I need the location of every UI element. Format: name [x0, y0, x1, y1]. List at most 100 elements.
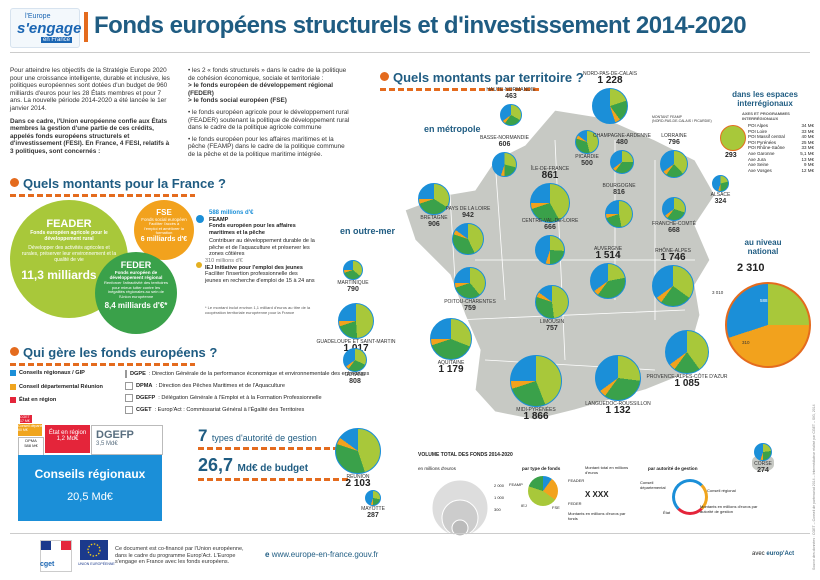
iej-block: 310 millions d'€ IEJ Initiative pour l'e… [205, 258, 315, 284]
tile-cd-reunion: Conseil départemental Réunion 60 M€ [18, 424, 42, 436]
legend-etat: État en région [10, 397, 120, 404]
region-value: 861 [541, 169, 559, 181]
region-name: BRETAGNE [420, 215, 448, 221]
intro-fse: > le fonds social européen (FSE) [188, 97, 287, 105]
legend-auth-cd: Conseil départemental [640, 480, 666, 490]
region-label: FRANCHE-COMTÉ 668 [652, 221, 696, 233]
feder-amount: 8,4 milliards d'€* [104, 301, 168, 311]
tile-conseils-amount: 20,5 Md€ [67, 491, 113, 503]
tile-conseils-label: Conseils régionaux [34, 467, 146, 481]
region-value: 1 866 [523, 410, 549, 422]
region-name: LORRAINE [661, 133, 687, 139]
legend-auth-etat: État [663, 510, 671, 515]
region-pie [365, 490, 381, 506]
intro-paragraph-1: Pour atteindre les objectifs de la Strat… [10, 67, 170, 112]
region-label: GUYANE 808 [345, 372, 366, 384]
region-name: PROVENCE-ALPES-CÔTE D'AZUR [646, 374, 728, 380]
region-name: ÎLE-DE-FRANCE [530, 166, 570, 172]
outremer-label: en outre-mer [340, 226, 396, 236]
feader-amount: 11,3 milliards d'€ [21, 268, 117, 282]
region-label: CORSE 274 [754, 461, 772, 473]
legend-type-iej: IEJ [521, 503, 527, 508]
region-label: AQUITAINE 1 179 [438, 360, 465, 373]
region-name: PICARDIE [575, 154, 599, 160]
feader-circle: FEADER Fonds européen agricole pour le d… [10, 200, 128, 318]
region-name: RÉUNION [346, 474, 370, 480]
intro-feader: • le fonds européen agricole pour le dév… [188, 108, 350, 132]
iej-dot [196, 262, 202, 268]
feamp-marker-label: MONTANT FEAMP [652, 115, 683, 119]
footer-url[interactable]: www.europe-en-france.gouv.fr [271, 550, 379, 559]
intro-feder: > le fonds européen de développement rég… [188, 82, 334, 97]
region-name: CORSE [754, 461, 772, 467]
region-value: 906 [428, 220, 440, 228]
region-pie [652, 265, 694, 307]
cget-logo: cget [40, 561, 55, 568]
tile-dpma: DPMA 588 M€ [18, 437, 44, 456]
region-value: 796 [668, 138, 680, 146]
tile-cget: CGET 17 M€ [20, 415, 32, 423]
budget-underline [198, 478, 348, 481]
footer-url-block[interactable]: e www.europe-en-france.gouv.fr [265, 550, 378, 559]
region-pie [592, 88, 628, 124]
region-pie [335, 428, 381, 474]
region-name: FRANCHE-COMTÉ [652, 221, 696, 227]
legend-dpma: DPMA: Direction des Pêches Maritimes et … [125, 382, 325, 390]
region-value: 1 085 [674, 377, 700, 389]
region-pie [510, 355, 562, 407]
feder-circle: FEDER Fonds européen de développement ré… [95, 252, 177, 334]
legend-cget: CGET: Europ'Act : Commissariat Général à… [125, 406, 325, 414]
region-label: RÉUNION 2 103 [345, 474, 371, 489]
legend-auth-title: par autorité de gestion [648, 466, 698, 471]
region-value: 1 514 [595, 249, 621, 261]
region-pie [595, 355, 641, 401]
region-label: MARTINIQUE 790 [337, 280, 368, 292]
source-credit: Source des données : CGET – Conseil de p… [812, 404, 816, 570]
fse-name: FSE [156, 208, 172, 217]
title-accent-bar [84, 12, 88, 42]
budget-total: 26,7 Md€ de budget [198, 455, 309, 475]
legend-type-title: par type de fonds [522, 466, 561, 471]
territory-heading: Quels montants par territoire ? [380, 70, 584, 85]
region-name: HAUTE-NORMANDIE [486, 87, 536, 93]
interreg-row: Axe Jura 13 M€ [748, 156, 814, 162]
region-label: CENTRE-VAL-DE-LOIRE 666 [522, 218, 579, 230]
authority-underline [198, 447, 348, 450]
region-label: LORRAINE 796 [661, 133, 687, 146]
territory-underline [380, 88, 540, 91]
legend-type-pie [528, 476, 558, 506]
interreg-row: POI Pyrénées 25 M€ [748, 139, 814, 145]
fse-desc: Faciliter l'accès à l'emploi et améliore… [144, 221, 184, 235]
who-heading-underline [10, 363, 195, 366]
region-label: LIMOUSIN 757 [540, 319, 564, 331]
national-title: au niveau national [744, 238, 782, 256]
region-pie [662, 197, 686, 221]
iej-amount: 310 millions d'€ [205, 258, 243, 264]
interreg-total: 293 [725, 152, 737, 159]
region-value: 463 [505, 92, 517, 100]
intro-feamp: • le fonds européen pour les affaires ma… [188, 135, 345, 158]
national-label-3: 310 [742, 340, 750, 345]
feamp-dot [196, 215, 204, 223]
tile-etat-region: État en région 1,2 Md€ [45, 425, 90, 453]
region-pie [660, 150, 688, 178]
interreg-row: POI Rhône-Saône 33 M€ [748, 145, 814, 151]
interreg-row: Axe Seine 9 M€ [748, 162, 814, 168]
region-name: CHAMPAGNE-ARDENNE [593, 133, 651, 139]
feamp-name: FEAMP [209, 216, 229, 223]
legend-parfonds: Montants en millions d'euros par fonds [568, 511, 626, 521]
feder-desc: Renforcer l'attractivité des territoires… [104, 280, 168, 299]
eu-flag [80, 540, 108, 560]
footer-text: Ce document est co-financé par l'Union e… [115, 546, 244, 565]
eu-stars-icon [87, 543, 101, 557]
logo-line2: s'engage [17, 20, 82, 37]
feamp-marker-sub: (NORD-PAS-DE-CALAIS / PICARDIE) [652, 119, 712, 123]
region-value: 480 [616, 138, 628, 146]
intro-fonds-structurels: • les 2 « fonds structurels » dans le ca… [188, 67, 347, 82]
region-pie [530, 183, 570, 223]
region-value: 2 103 [345, 477, 371, 489]
fse-sub: Fonds social européen [141, 217, 187, 222]
region-label: NORD-PAS-DE-CALAIS 1 228 [583, 71, 637, 84]
region-label: BOURGOGNE 816 [602, 183, 635, 195]
feamp-marker: MONTANT FEAMP (NORD-PAS-DE-CALAIS / PICA… [652, 115, 712, 123]
